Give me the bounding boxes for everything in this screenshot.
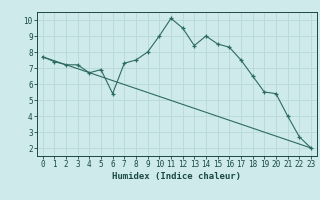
X-axis label: Humidex (Indice chaleur): Humidex (Indice chaleur) xyxy=(112,172,241,181)
